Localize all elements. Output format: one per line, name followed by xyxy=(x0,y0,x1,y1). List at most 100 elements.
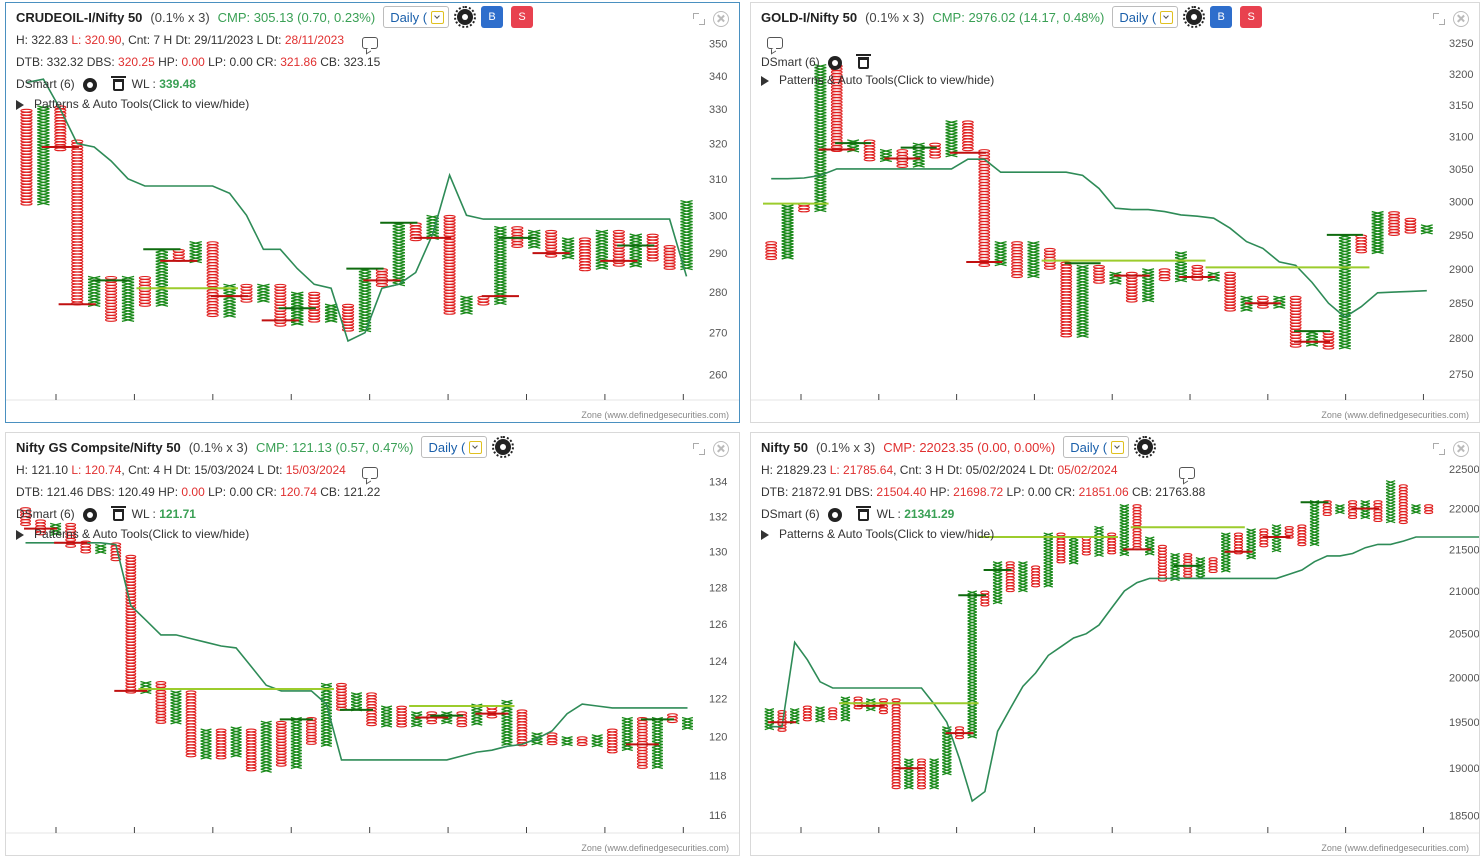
settings-gear-icon[interactable] xyxy=(1134,436,1157,458)
dtb-label: DTB: 21872.91 DBS: xyxy=(761,485,877,499)
comment-icon[interactable] xyxy=(1179,467,1195,479)
x-column xyxy=(967,590,977,739)
zone-watermark: Zone (www.definedgesecurities.com) xyxy=(1321,843,1469,853)
trash-icon[interactable] xyxy=(110,75,126,91)
o-column xyxy=(1322,330,1335,350)
y-axis-tick-label: 2900 xyxy=(1449,264,1473,276)
o-column xyxy=(80,540,92,554)
play-triangle-icon[interactable] xyxy=(761,529,769,540)
timeframe-select[interactable]: Daily ( xyxy=(383,6,450,28)
chevron-down-icon[interactable] xyxy=(1111,440,1125,454)
x-column xyxy=(595,229,609,270)
trash-icon[interactable] xyxy=(855,505,871,521)
symbol-title: Nifty 50 xyxy=(761,439,808,455)
x-column xyxy=(929,758,939,790)
x-column xyxy=(561,736,573,747)
box-size: (0.1% x 3) xyxy=(150,9,210,25)
x-column xyxy=(1094,525,1104,558)
cr-value: 21851.06 xyxy=(1078,485,1132,499)
panel-header: Nifty 50 (0.1% x 3) CMP: 22023.35 (0.00, 0… xyxy=(761,436,1157,458)
chevron-down-icon[interactable] xyxy=(469,440,483,454)
dsmart-settings-icon[interactable] xyxy=(827,507,842,522)
expand-icon[interactable] xyxy=(693,443,705,455)
pnf-chart[interactable]: 116 118 120 122 124 126 128 130 132 134 xyxy=(6,433,739,855)
patterns-toggle[interactable]: Patterns & Auto Tools(Click to view/hide… xyxy=(761,527,994,541)
trash-icon[interactable] xyxy=(855,53,871,69)
sell-button[interactable]: S xyxy=(511,6,534,28)
y-axis-tick-label: 21000 xyxy=(1449,586,1479,598)
patterns-toggle[interactable]: Patterns & Auto Tools(Click to view/hide… xyxy=(761,73,994,87)
buy-button[interactable]: B xyxy=(481,6,504,28)
trash-icon[interactable] xyxy=(110,505,126,521)
y-axis-tick-label: 350 xyxy=(709,39,727,51)
expand-icon[interactable] xyxy=(1433,13,1445,25)
patterns-label: Patterns & Auto Tools(Click to view/hide… xyxy=(779,73,995,87)
patterns-toggle[interactable]: Patterns & Auto Tools(Click to view/hide… xyxy=(16,527,249,541)
high-value: H: 21829.23 xyxy=(761,463,830,477)
chart-panel-nifty50[interactable]: 18500 19000 19500 20000 20500 21000 21500 22000… xyxy=(750,432,1480,856)
cr-value: 120.74 xyxy=(280,485,321,499)
expand-icon[interactable] xyxy=(693,13,705,25)
y-axis-tick-label: 3250 xyxy=(1449,38,1473,50)
y-axis-tick-label: 19500 xyxy=(1449,717,1479,729)
y-axis-tick-label: 3100 xyxy=(1449,132,1473,144)
timeframe-select[interactable]: Daily ( xyxy=(1112,6,1179,28)
o-column xyxy=(71,139,84,306)
x-column xyxy=(815,706,825,723)
x-column xyxy=(681,716,694,731)
wl-label: WL : xyxy=(876,507,905,521)
chart-panel-gold[interactable]: 2750 2800 2850 2900 2950 3000 3050 3100 3150 3200… xyxy=(750,2,1480,423)
timeframe-select[interactable]: Daily ( xyxy=(421,436,488,458)
o-column xyxy=(396,705,408,728)
dsmart-settings-icon[interactable] xyxy=(827,55,842,70)
chart-panel-crude[interactable]: 260 270 280 290 300 310 320 330 340 350 CRUDEOIL-I… xyxy=(5,2,740,423)
close-icon[interactable] xyxy=(713,441,729,457)
close-icon[interactable] xyxy=(1453,441,1469,457)
pnf-chart[interactable]: 2750 2800 2850 2900 2950 3000 3050 3100 3150 3200… xyxy=(751,3,1479,422)
y-axis-tick-label: 2950 xyxy=(1449,230,1473,242)
window-tools xyxy=(1433,11,1469,27)
o-column xyxy=(1011,241,1023,279)
timeframe-label: Daily ( xyxy=(1070,439,1108,455)
o-column xyxy=(1398,484,1408,525)
box-size: (0.1% x 3) xyxy=(865,9,925,25)
box-size: (0.1% x 3) xyxy=(815,439,876,455)
comment-icon[interactable] xyxy=(362,467,378,479)
hp-value: 21698.72 xyxy=(953,485,1007,499)
o-column xyxy=(54,105,67,152)
o-column xyxy=(1125,271,1138,303)
buy-button[interactable]: B xyxy=(1210,6,1233,28)
settings-gear-icon[interactable] xyxy=(454,6,477,28)
settings-gear-icon[interactable] xyxy=(1183,6,1206,28)
chevron-down-icon[interactable] xyxy=(1160,10,1174,24)
dsmart-settings-icon[interactable] xyxy=(82,507,97,522)
y-axis-tick-label: 120 xyxy=(709,732,727,744)
comment-icon[interactable] xyxy=(362,37,378,49)
pnf-chart[interactable]: 260 270 280 290 300 310 320 330 340 350 xyxy=(6,3,739,422)
comment-icon[interactable] xyxy=(767,37,783,49)
close-icon[interactable] xyxy=(1453,11,1469,27)
o-column xyxy=(443,214,456,315)
expand-icon[interactable] xyxy=(1433,443,1445,455)
o-column xyxy=(456,711,468,728)
play-triangle-icon[interactable] xyxy=(16,529,24,540)
x-column xyxy=(1335,504,1345,515)
o-column xyxy=(1289,295,1302,348)
x-column xyxy=(994,241,1007,267)
patterns-toggle[interactable]: Patterns & Auto Tools(Click to view/hide… xyxy=(16,97,249,111)
zone-watermark: Zone (www.definedgesecurities.com) xyxy=(581,410,729,420)
close-icon[interactable] xyxy=(713,11,729,27)
settings-gear-icon[interactable] xyxy=(492,436,515,458)
high-value: H: 121.10 xyxy=(16,463,72,477)
cmp-value: CMP: 121.13 (0.57, 0.47%) xyxy=(255,439,414,455)
o-column xyxy=(961,120,974,152)
timeframe-select[interactable]: Daily ( xyxy=(1063,436,1130,458)
o-column xyxy=(546,732,558,746)
play-triangle-icon[interactable] xyxy=(16,99,24,110)
pnf-chart[interactable]: 18500 19000 19500 20000 20500 21000 21500 22000… xyxy=(751,433,1479,855)
chevron-down-icon[interactable] xyxy=(431,10,445,24)
play-triangle-icon[interactable] xyxy=(761,75,769,86)
sell-button[interactable]: S xyxy=(1240,6,1263,28)
dsmart-settings-icon[interactable] xyxy=(82,77,97,92)
chart-panel-niftygs[interactable]: 116 118 120 122 124 126 128 130 132 134 Nifty GS C… xyxy=(5,432,740,856)
